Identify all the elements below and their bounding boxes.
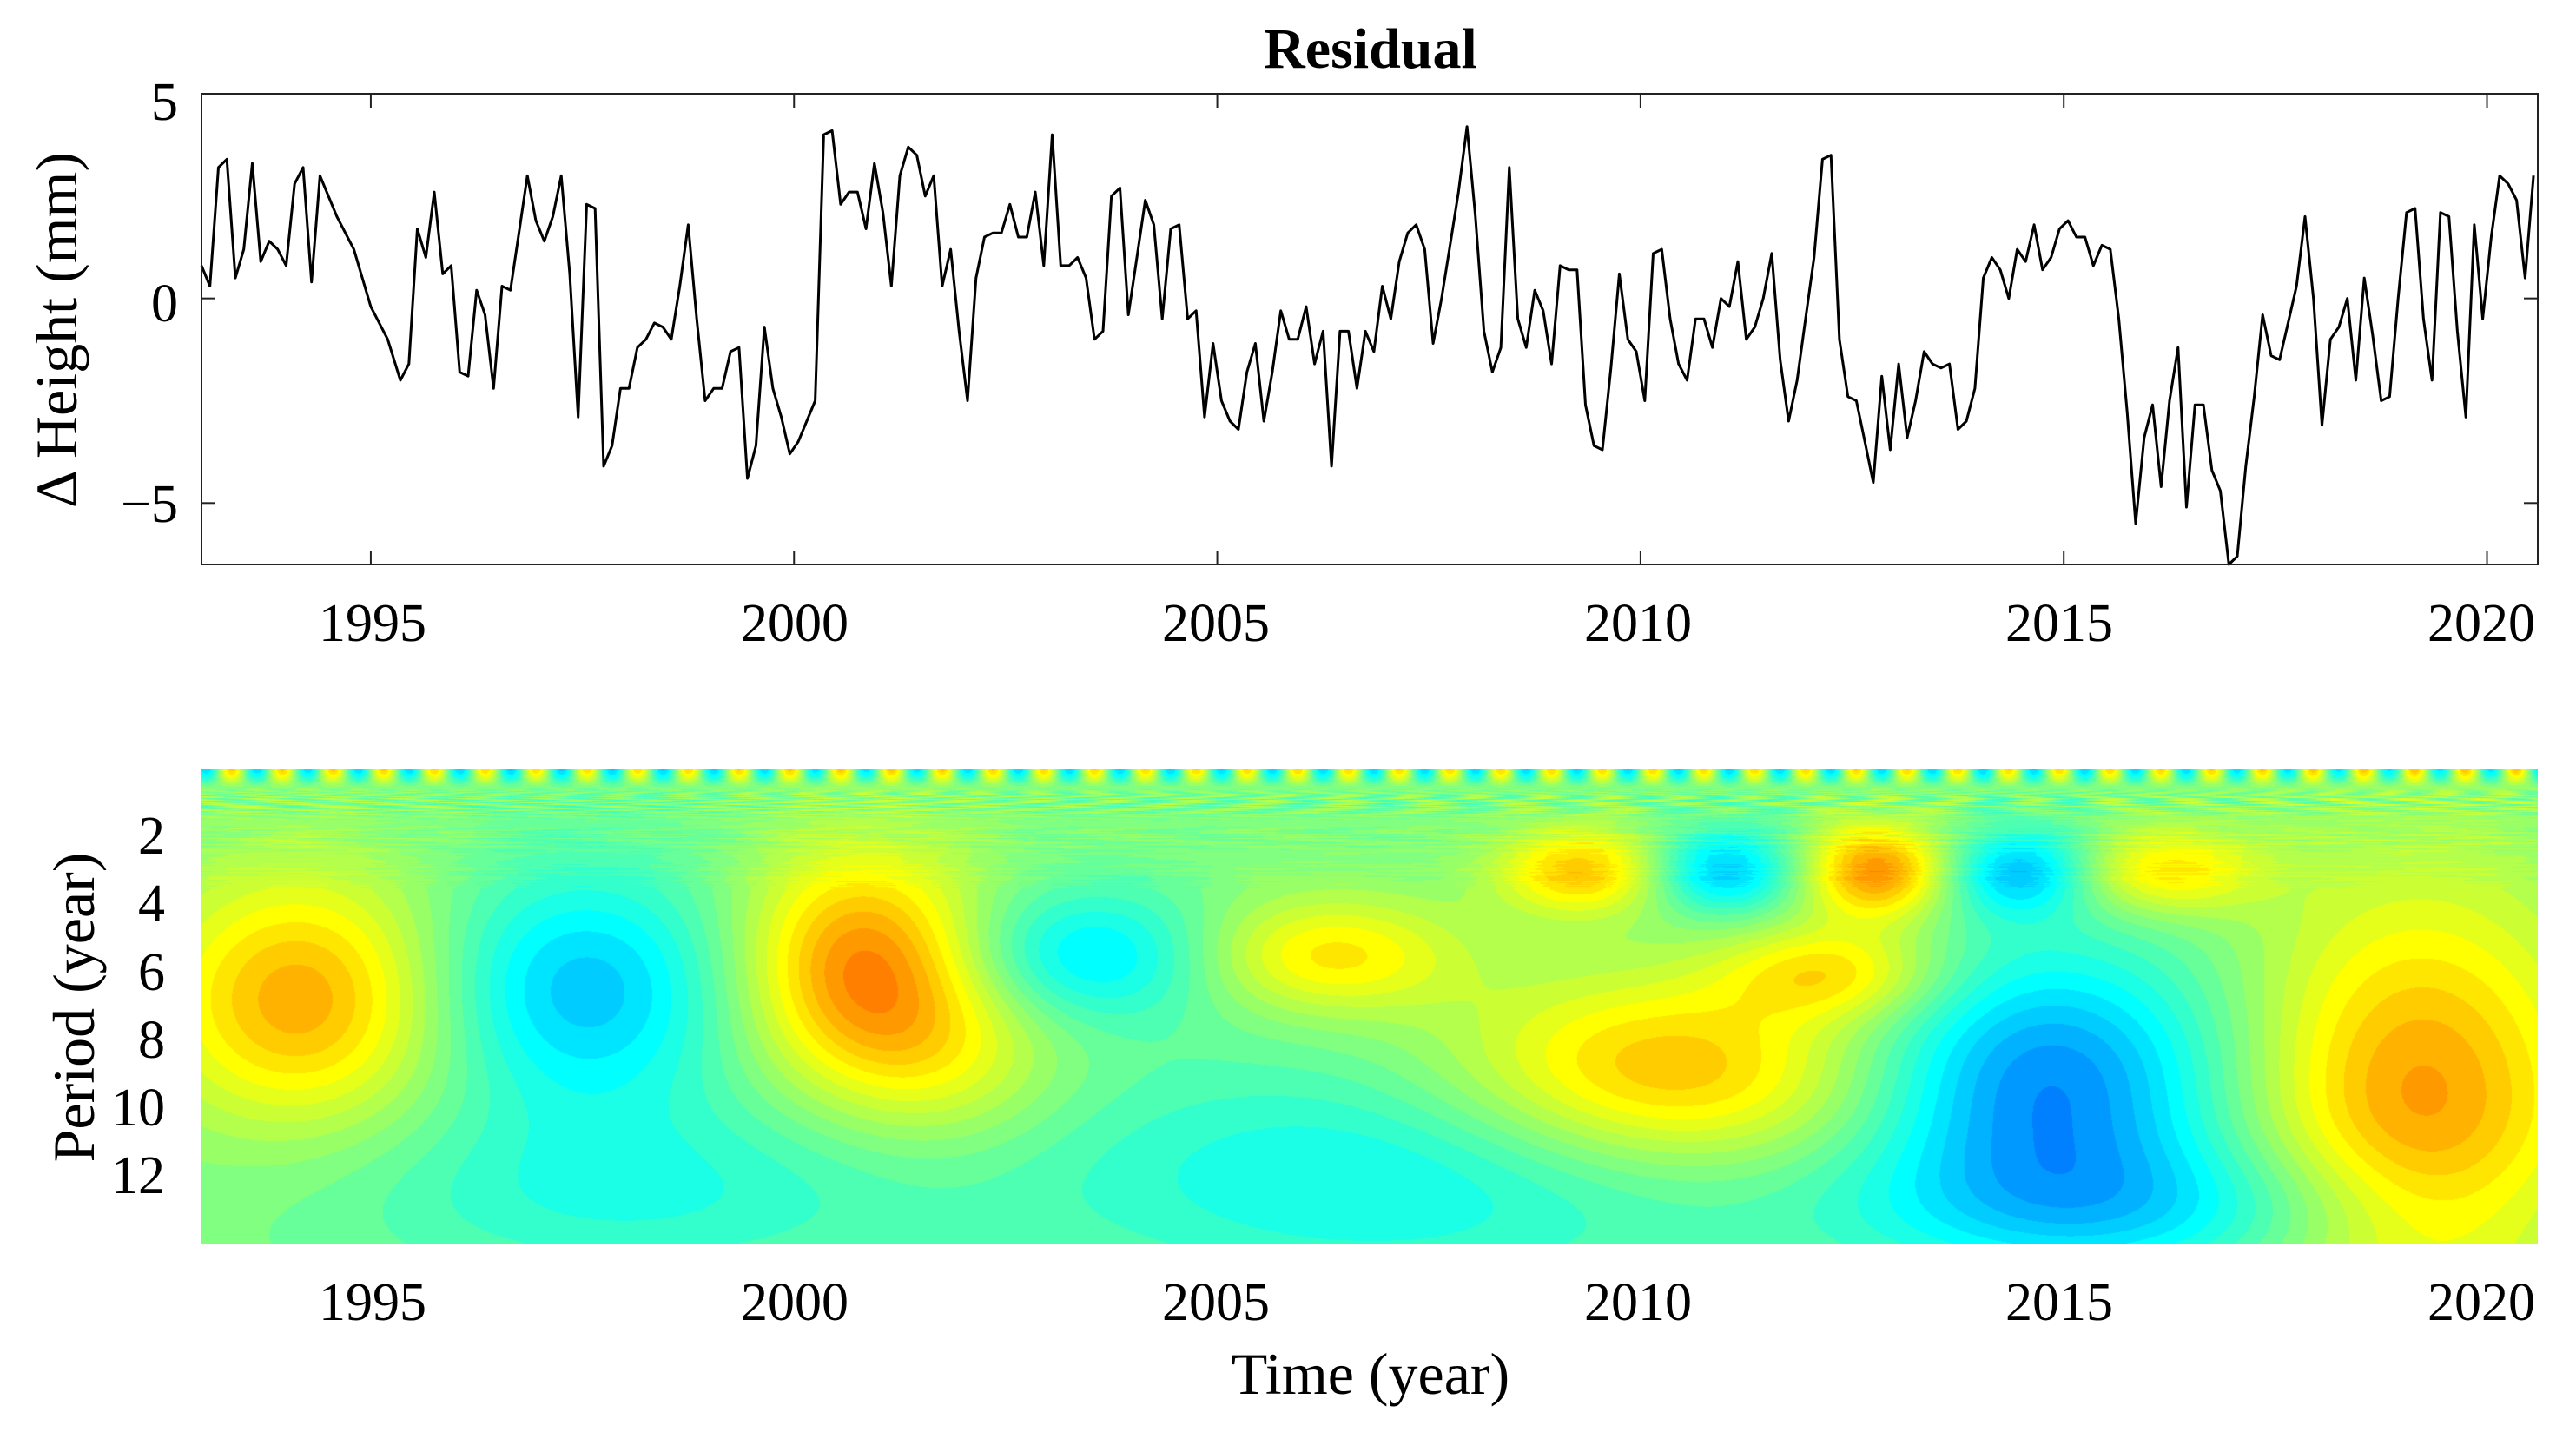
residual-xtick-labels: 1995 2000 2005 2010 2015 2020	[319, 594, 2535, 653]
wavelet-xtick-label: 2005	[1162, 1273, 1270, 1332]
wavelet-ytick-label: 6	[138, 943, 165, 1002]
wavelet-heatmap	[201, 769, 2538, 1244]
residual-ytick-labels: 5 0 −5	[121, 73, 178, 534]
residual-xtick-label: 2020	[2427, 594, 2535, 653]
residual-ytick-label: 0	[151, 274, 178, 333]
wavelet-ytick-label: 4	[138, 874, 165, 934]
residual-ylabel: Δ Height (mm)	[23, 152, 89, 508]
residual-xtick-label: 2000	[741, 594, 849, 653]
wavelet-xtick-label: 2010	[1584, 1273, 1692, 1332]
wavelet-ytick-label: 10	[111, 1079, 165, 1138]
wavelet-xlabel: Time (year)	[1232, 1341, 1509, 1407]
wavelet-ytick-label: 12	[111, 1146, 165, 1205]
residual-panel: Residual 5 0 −5 1995 2000 2005 2010 2015…	[23, 17, 2539, 653]
residual-series-line	[200, 125, 2535, 566]
residual-axes-frame	[201, 93, 2539, 565]
wavelet-xtick-label: 2020	[2427, 1273, 2535, 1332]
residual-ytick-label: 5	[151, 73, 178, 132]
residual-xtick-label: 2005	[1162, 594, 1270, 653]
residual-xtick-label: 2010	[1584, 594, 1692, 653]
wavelet-panel: 2 4 6 8 10 12 1995 2000 2005 2010 2015 2…	[41, 769, 2538, 1407]
wavelet-ytick-label: 2	[138, 807, 165, 866]
wavelet-xtick-labels: 1995 2000 2005 2010 2015 2020	[319, 1273, 2535, 1332]
wavelet-ytick-labels: 2 4 6 8 10 12	[111, 807, 165, 1205]
wavelet-ylabel: Period (year)	[41, 853, 107, 1163]
residual-ytick-label: −5	[121, 475, 178, 534]
wavelet-xtick-label: 1995	[319, 1273, 426, 1332]
wavelet-ytick-label: 8	[138, 1011, 165, 1070]
wavelet-xtick-label: 2000	[741, 1273, 849, 1332]
residual-title: Residual	[1264, 17, 1477, 81]
wavelet-xtick-label: 2015	[2005, 1273, 2113, 1332]
residual-xtick-label: 2015	[2005, 594, 2113, 653]
residual-xtick-label: 1995	[319, 594, 426, 653]
